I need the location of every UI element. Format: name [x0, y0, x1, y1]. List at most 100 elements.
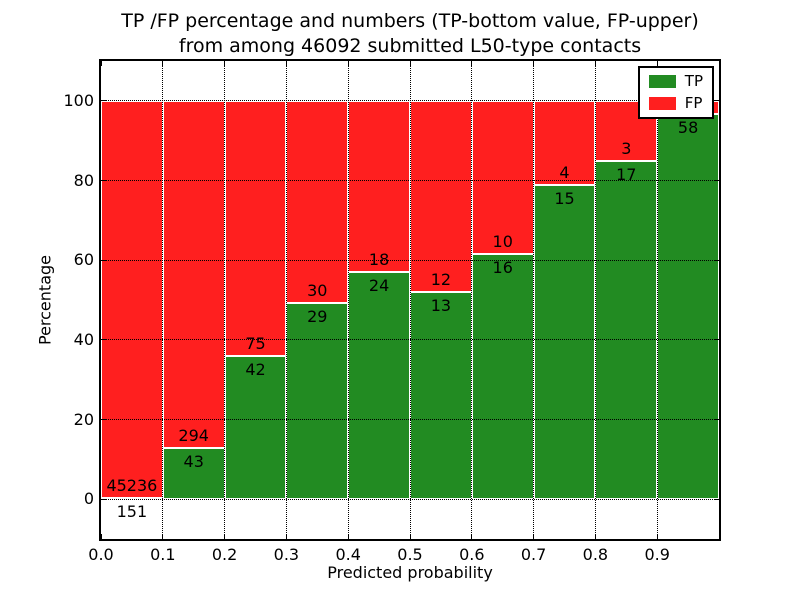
- tp-count-label: 151: [116, 501, 148, 521]
- y-tick-mark: [101, 180, 106, 181]
- horizontal-gridline: [101, 339, 719, 341]
- fp-swatch-icon: [648, 97, 676, 110]
- tp-count-label: 43: [183, 452, 204, 472]
- x-tick-label: 0.2: [211, 545, 238, 564]
- x-tick-mark: [162, 61, 164, 66]
- horizontal-gridline: [101, 100, 719, 102]
- x-tick-label: 0.1: [150, 545, 176, 564]
- horizontal-gridline: [101, 180, 719, 181]
- y-tick-label: 20: [73, 409, 94, 429]
- legend-item-tp: TP: [648, 72, 703, 90]
- fp-bar-segment: [224, 100, 287, 357]
- tp-count-label: 58: [677, 118, 699, 138]
- x-tick-label: 0.4: [335, 545, 361, 564]
- fp-count-label: 294: [178, 426, 209, 446]
- horizontal-gridline: [101, 419, 719, 420]
- x-tick-label: 0.3: [273, 545, 300, 564]
- horizontal-gridline: [101, 498, 719, 500]
- fp-bar-segment: [471, 100, 534, 255]
- x-tick-label: 0.0: [88, 545, 114, 564]
- y-tick-mark: [101, 100, 106, 102]
- x-tick-mark: [162, 534, 164, 539]
- fp-count-label: 30: [307, 281, 328, 301]
- y-tick-mark: [714, 100, 719, 102]
- vertical-gridline: [409, 61, 411, 539]
- x-axis-label: Predicted probability: [327, 563, 493, 582]
- x-tick-mark: [347, 534, 349, 539]
- fp-count-label: 12: [430, 270, 452, 290]
- x-tick-mark: [718, 534, 720, 539]
- fp-count-label: 75: [245, 334, 266, 354]
- x-tick-mark: [409, 534, 411, 539]
- tp-count-label: 17: [616, 164, 637, 184]
- vertical-gridline: [162, 61, 164, 539]
- tp-swatch-icon: [648, 75, 676, 88]
- y-tick-mark: [101, 419, 106, 420]
- fp-count-label: 45236: [106, 475, 158, 495]
- x-tick-mark: [409, 61, 411, 66]
- fp-count-label: 3: [621, 138, 632, 158]
- fp-bar-segment: [162, 100, 225, 449]
- y-tick-mark: [714, 498, 719, 500]
- x-tick-mark: [471, 534, 473, 539]
- fp-bar-segment: [101, 100, 163, 498]
- x-tick-mark: [347, 61, 349, 66]
- x-tick-label: 0.8: [582, 545, 609, 564]
- x-tick-mark: [285, 534, 287, 539]
- x-tick-mark: [533, 534, 535, 539]
- y-tick-mark: [101, 259, 106, 261]
- tp-count-label: 42: [245, 360, 266, 380]
- y-tick-mark: [714, 180, 719, 181]
- legend-item-fp: FP: [648, 96, 703, 111]
- y-axis-label: Percentage: [35, 254, 55, 346]
- x-tick-mark: [224, 534, 226, 539]
- horizontal-gridline: [101, 259, 719, 261]
- x-tick-mark: [471, 61, 473, 66]
- fp-bar-segment: [286, 100, 349, 304]
- y-tick-mark: [101, 339, 106, 341]
- x-tick-mark: [718, 61, 720, 66]
- tp-bar-segment: [533, 184, 596, 500]
- vertical-gridline: [533, 61, 535, 539]
- tp-count-label: 24: [368, 275, 390, 295]
- x-tick-mark: [285, 61, 287, 66]
- chart-title: TP /FP percentage and numbers (TP-bottom…: [121, 9, 699, 59]
- fp-count-label: 10: [492, 232, 513, 252]
- x-tick-mark: [224, 61, 226, 66]
- vertical-gridline: [471, 61, 473, 539]
- chart-title-line1: TP /FP percentage and numbers (TP-bottom…: [121, 10, 699, 32]
- fp-count-label: 18: [368, 249, 390, 269]
- x-tick-label: 0.9: [644, 545, 670, 564]
- fp-count-label: 4: [559, 162, 570, 182]
- y-tick-mark: [101, 498, 106, 500]
- vertical-gridline: [656, 61, 658, 539]
- tp-count-label: 16: [492, 258, 513, 278]
- x-tick-mark: [533, 61, 535, 66]
- vertical-gridline: [347, 61, 349, 539]
- x-tick-label: 0.6: [459, 545, 485, 564]
- y-tick-mark: [714, 259, 719, 261]
- y-tick-label: 100: [63, 90, 94, 110]
- tp-count-label: 29: [307, 307, 328, 327]
- x-tick-mark: [656, 61, 658, 66]
- fp-bar-segment: [410, 100, 472, 293]
- x-tick-label: 0.7: [520, 545, 547, 564]
- y-tick-label: 80: [73, 170, 94, 190]
- y-tick-label: 60: [73, 250, 94, 270]
- x-tick-mark: [594, 534, 596, 539]
- x-tick-mark: [100, 61, 102, 66]
- tp-bar-segment: [471, 254, 534, 500]
- tp-bar-segment: [348, 271, 410, 500]
- tp-bar-segment: [286, 303, 349, 500]
- y-tick-mark: [714, 339, 719, 341]
- legend-label: TP: [684, 72, 703, 90]
- y-tick-mark: [714, 419, 719, 420]
- tp-bar-segment: [595, 160, 658, 500]
- y-tick-label: 0: [83, 489, 94, 509]
- tp-bar-segment: [657, 114, 719, 500]
- x-tick-mark: [594, 61, 596, 66]
- tp-count-label: 15: [554, 188, 575, 208]
- fp-bar-segment: [348, 100, 410, 272]
- x-tick-mark: [100, 534, 102, 539]
- y-tick-label: 40: [73, 329, 94, 349]
